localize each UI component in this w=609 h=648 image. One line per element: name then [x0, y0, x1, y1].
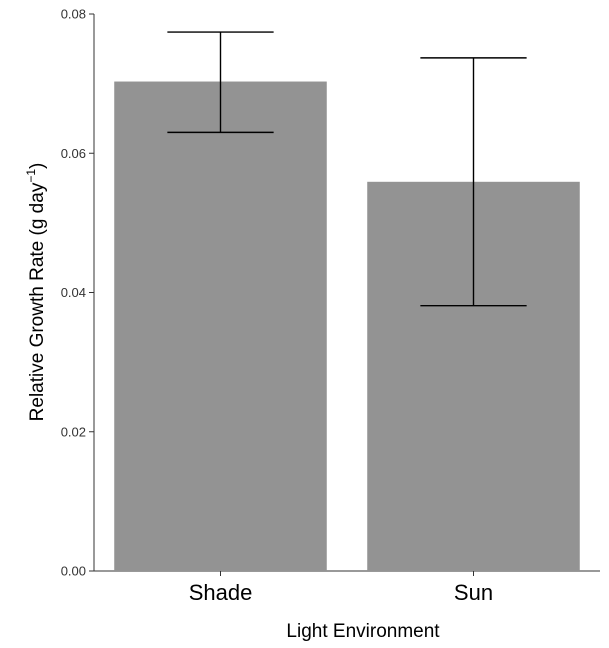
error-bars-group — [167, 31, 527, 307]
y-tick-label: 0.02 — [61, 424, 86, 439]
y-axis-title-close: ) — [27, 163, 48, 169]
y-tick-label: 0.04 — [61, 285, 86, 300]
y-axis-title: Relative Growth Rate (g day−1) — [24, 163, 48, 422]
y-axis-ticks: 0.00 0.02 0.04 0.06 0.08 — [61, 7, 94, 579]
y-tick-label: 0.06 — [61, 146, 86, 161]
y-axis-title-main: Relative Growth Rate (g day — [27, 182, 48, 421]
y-tick-label: 0.08 — [61, 7, 86, 22]
bars-group — [114, 81, 580, 571]
x-tick-label-shade: Shade — [189, 580, 253, 605]
y-tick-label: 0.00 — [61, 564, 86, 579]
bar-shade — [114, 81, 327, 571]
x-axis-ticks: Shade Sun — [189, 571, 493, 605]
y-axis-title-superscript: −1 — [24, 169, 38, 183]
x-tick-label-sun: Sun — [454, 580, 493, 605]
x-axis-title: Light Environment — [286, 621, 440, 642]
